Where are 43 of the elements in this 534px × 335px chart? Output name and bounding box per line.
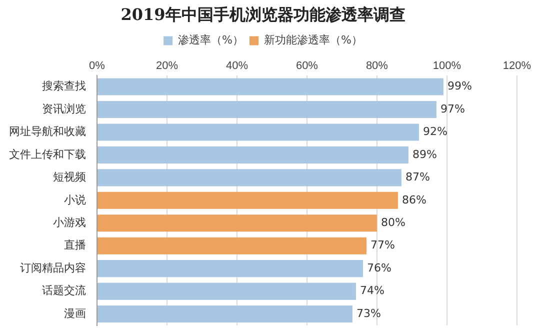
bar: [98, 237, 366, 254]
data-label: 87%: [405, 170, 430, 184]
data-label: 86%: [402, 193, 426, 206]
y-tick-label: 文件上传和下载: [9, 148, 86, 161]
data-label: 89%: [412, 148, 437, 161]
x-tick-label: 40%: [226, 60, 248, 72]
y-tick-label: 短视频: [53, 170, 86, 184]
y-tick-label: 漫画: [64, 306, 86, 320]
data-label: 73%: [356, 306, 381, 320]
y-tick-label: 直播: [64, 238, 86, 252]
x-tick-label: 80%: [366, 60, 388, 72]
legend-label: 渗透率（%）: [178, 34, 244, 47]
x-tick-label: 20%: [156, 60, 178, 72]
data-label: 97%: [440, 102, 465, 116]
bar: [98, 214, 377, 232]
y-tick-label: 搜索查找: [42, 80, 86, 93]
y-tick-label: 订阅精品内容: [20, 261, 86, 274]
bar: [98, 282, 356, 300]
data-label: 92%: [422, 125, 448, 138]
data-label: 80%: [380, 216, 406, 229]
y-tick-label: 话题交流: [42, 284, 86, 298]
y-tick-label: 资讯浏览: [42, 102, 86, 116]
data-label: 99%: [447, 80, 472, 93]
data-label: 77%: [370, 238, 395, 252]
x-tick-label: 60%: [296, 60, 318, 72]
bar: [98, 306, 352, 323]
x-tick-label: 0%: [89, 60, 106, 72]
bar: [98, 78, 444, 96]
bar: [98, 124, 419, 141]
bar: [98, 100, 436, 118]
x-tick-label: 100%: [432, 60, 462, 72]
y-tick-label: 小说: [64, 193, 86, 206]
x-tick-label: 120%: [502, 60, 532, 72]
bar: [98, 192, 398, 209]
legend-label: 新功能渗透率（%）: [264, 34, 362, 47]
y-tick-label: 网址导航和收藏: [9, 125, 86, 138]
bar: [98, 169, 402, 186]
bar: [98, 260, 363, 278]
data-label: 74%: [360, 284, 384, 298]
y-tick-label: 小游戏: [53, 216, 86, 229]
data-label: 76%: [366, 261, 392, 274]
bar: [98, 146, 408, 164]
chart-title: 2019年中国手机浏览器功能渗透率调查: [120, 4, 406, 24]
